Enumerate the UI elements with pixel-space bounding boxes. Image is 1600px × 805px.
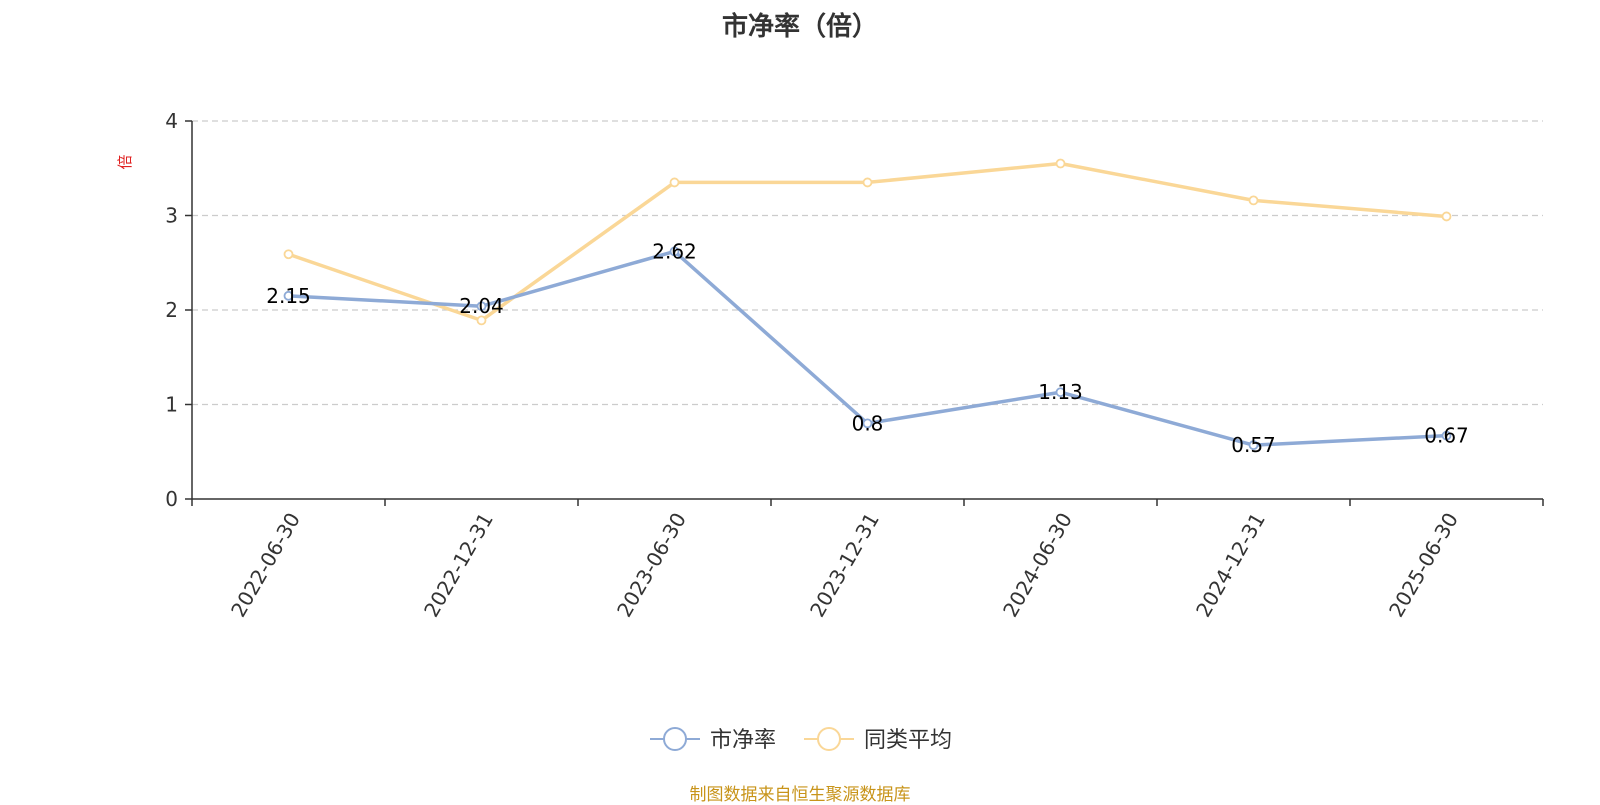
data-point: [283, 249, 294, 260]
data-point: [1248, 195, 1259, 206]
data-label: 1.13: [1038, 380, 1083, 404]
data-label: 2.15: [266, 284, 311, 308]
legend-label: 同类平均: [864, 728, 952, 753]
data-point: [669, 177, 680, 188]
axes: 0 1 2 3 4 2022-06-30 2022-12-31 2023-06-30 2023-…: [165, 109, 1544, 622]
data-point: [476, 301, 487, 312]
x-tick-label: 2024-12-31: [1191, 509, 1270, 622]
data-label: 0.57: [1231, 433, 1276, 457]
data-label: 0.67: [1424, 424, 1469, 448]
y-tick-label: 1: [165, 393, 178, 417]
x-tick-label: 2023-12-31: [805, 509, 884, 622]
legend: 市净率 同类平均: [650, 727, 952, 753]
legend-swatch-marker: [663, 727, 687, 751]
legend-swatch-marker: [817, 727, 841, 751]
x-tick-label: 2023-06-30: [612, 509, 691, 622]
x-tick-label: 2022-06-30: [226, 509, 305, 622]
data-point: [1441, 430, 1452, 441]
data-label: 0.8: [852, 411, 884, 435]
data-point: [1055, 158, 1066, 169]
y-tick-label: 4: [165, 109, 178, 133]
y-tick-label: 0: [165, 487, 178, 511]
data-label: 2.62: [652, 239, 697, 263]
source-note: 制图数据来自恒生聚源数据库: [689, 785, 911, 805]
y-axis-label: 倍: [116, 154, 134, 169]
y-tick-label: 2: [165, 298, 178, 322]
data-point: [283, 290, 294, 301]
x-tick-label: 2022-12-31: [419, 509, 498, 622]
y-tick-label: 3: [165, 204, 178, 228]
data-point: [1248, 440, 1259, 451]
x-tick-label: 2025-06-30: [1384, 509, 1463, 622]
legend-label: 市净率: [710, 728, 776, 753]
data-point: [1441, 211, 1452, 222]
gridlines: [192, 120, 1543, 406]
data-point: [862, 177, 873, 188]
x-tick-label: 2024-06-30: [998, 509, 1077, 622]
data-point: [862, 418, 873, 429]
chart-title: 市净率（倍）: [721, 12, 878, 42]
data-labels: 2.15 2.04 2.62 0.8 1.13 0.57 0.67: [266, 239, 1469, 457]
data-label: 2.04: [459, 294, 504, 318]
data-point: [1055, 387, 1066, 398]
series: [283, 158, 1452, 451]
data-point: [476, 315, 487, 326]
data-point: [669, 246, 680, 257]
